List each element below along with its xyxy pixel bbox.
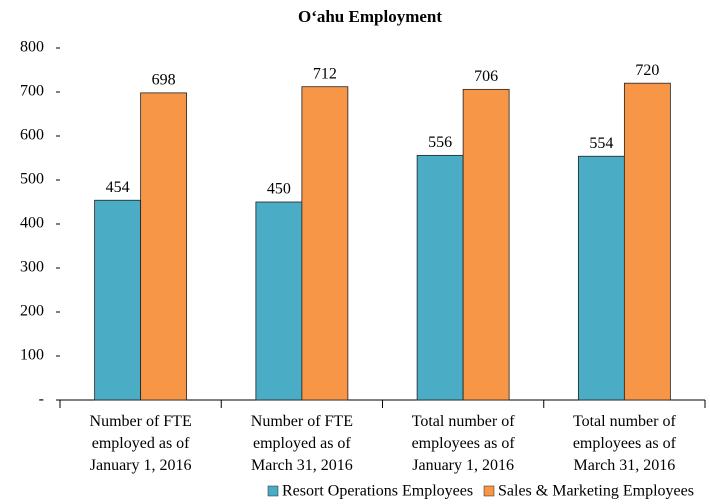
x-tick-label-line: Total number of (412, 413, 516, 430)
bar (140, 92, 188, 401)
bar (301, 86, 349, 401)
x-tick-label: Number of FTE employed as of January 1, 20… (90, 413, 192, 474)
x-tick-label-line: March 31, 2016 (251, 457, 353, 474)
data-label: 450 (267, 181, 291, 198)
legend-label: Sales & Marketing Employees (498, 483, 694, 500)
x-tick-label: Number of FTE employed as of March 31, 201… (251, 413, 353, 474)
y-tick-label: 800 (20, 39, 44, 56)
legend-swatch (483, 485, 495, 497)
data-label: 712 (313, 65, 337, 82)
bar (577, 155, 625, 401)
x-tick-label-line: January 1, 2016 (90, 457, 192, 474)
x-tick-label-line: Number of FTE (251, 413, 353, 430)
bar (94, 199, 142, 401)
x-tick-label-line: Number of FTE (90, 413, 192, 430)
bar (255, 201, 303, 401)
y-tick-label: 300 (20, 259, 44, 276)
data-label: 554 (589, 135, 613, 152)
y-tick-label: 600 (20, 127, 44, 144)
bar (462, 88, 510, 401)
legend-label: Resort Operations Employees (282, 483, 473, 500)
x-tick-label-line: January 1, 2016 (412, 457, 514, 474)
legend-swatch (267, 485, 279, 497)
y-tick-label: - (39, 391, 44, 408)
x-tick-label-line: March 31, 2016 (573, 457, 675, 474)
x-tick-label: Total number of employees as of January 1,… (412, 413, 516, 474)
y-tick-label: 500 (20, 171, 44, 188)
bar (416, 154, 464, 401)
data-label: 706 (474, 68, 498, 85)
y-tick-label: 100 (20, 347, 44, 364)
data-label: 698 (152, 72, 176, 89)
data-label: 454 (106, 179, 130, 196)
x-tick-label-line: employees as of (573, 435, 677, 452)
x-tick-label-line: employed as of (253, 435, 351, 452)
x-tick-label: Total number of employees as of March 31, … (573, 413, 677, 474)
y-tick-label: 700 (20, 83, 44, 100)
data-label: 556 (428, 134, 452, 151)
x-tick-label-line: employed as of (92, 435, 190, 452)
x-tick-label-line: Total number of (573, 413, 677, 430)
y-tick-label: 200 (20, 303, 44, 320)
data-label: 720 (635, 62, 659, 79)
bar (623, 82, 671, 401)
x-tick-label-line: employees as of (412, 435, 516, 452)
y-tick-label: 400 (20, 215, 44, 232)
chart-title: O‘ahu Employment (298, 7, 442, 26)
